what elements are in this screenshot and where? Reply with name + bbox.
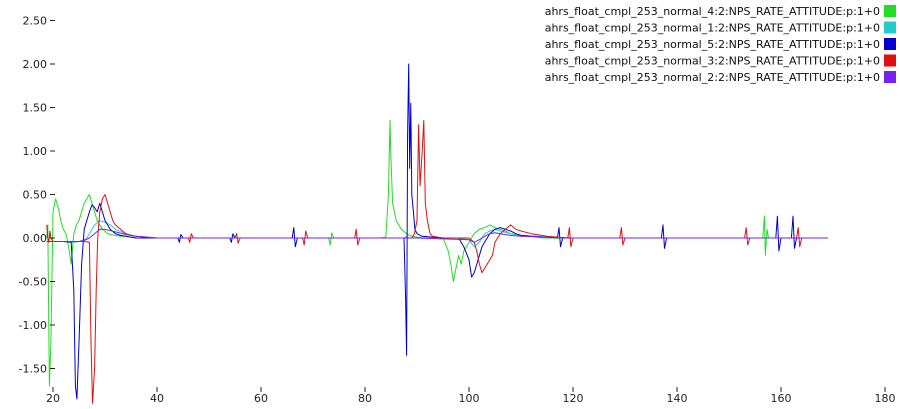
legend-swatch-3 [884,38,896,50]
x-tick-label: 160 [771,392,792,405]
series-line-3 [46,63,828,400]
legend-swatch-2 [884,21,896,34]
y-axis: 2.50 2.00 1.50 1.00 0.50 0.00 -0.50 -1.00 -1.50 [19,15,55,376]
legend-swatch-4 [884,54,896,67]
legend-swatch-1 [884,5,896,17]
x-tick-label: 120 [563,392,584,405]
legend-label-1: ahrs_float_cmpl_253_normal_4:2:NPS_RATE_… [545,5,880,18]
legend-label-2: ahrs_float_cmpl_253_normal_1:2:NPS_RATE_… [545,22,880,35]
series-line-1 [46,120,828,387]
y-tick-label: 1.50 [23,102,48,115]
x-tick-label: 140 [667,392,688,405]
y-tick-label: -1.50 [19,363,47,376]
legend-label-5: ahrs_float_cmpl_253_normal_2:2:NPS_RATE_… [545,71,880,84]
series-line-2 [46,220,828,248]
x-tick-label: 100 [459,392,480,405]
y-tick-label: 2.00 [23,58,48,71]
plot-series-group [46,63,828,404]
x-axis: 20 40 60 80 100 120 140 160 180 [46,387,896,405]
legend-label-3: ahrs_float_cmpl_253_normal_5:2:NPS_RATE_… [545,38,880,51]
series-line-5 [46,228,828,243]
series-line-4 [46,120,828,404]
y-tick-label: -0.50 [19,276,47,289]
y-tick-label: 2.50 [23,15,48,28]
y-tick-label: 0.00 [23,232,48,245]
legend-swatch-5 [884,71,896,83]
legend-label-4: ahrs_float_cmpl_253_normal_3:2:NPS_RATE_… [545,55,880,68]
x-tick-label: 20 [46,392,60,405]
legend: ahrs_float_cmpl_253_normal_4:2:NPS_RATE_… [545,5,896,84]
x-tick-label: 40 [150,392,164,405]
x-tick-label: 60 [254,392,268,405]
x-tick-label: 180 [875,392,896,405]
y-tick-label: 0.50 [23,189,48,202]
x-tick-label: 80 [358,392,372,405]
y-tick-label: 1.00 [23,145,48,158]
y-tick-label: -1.00 [19,319,47,332]
